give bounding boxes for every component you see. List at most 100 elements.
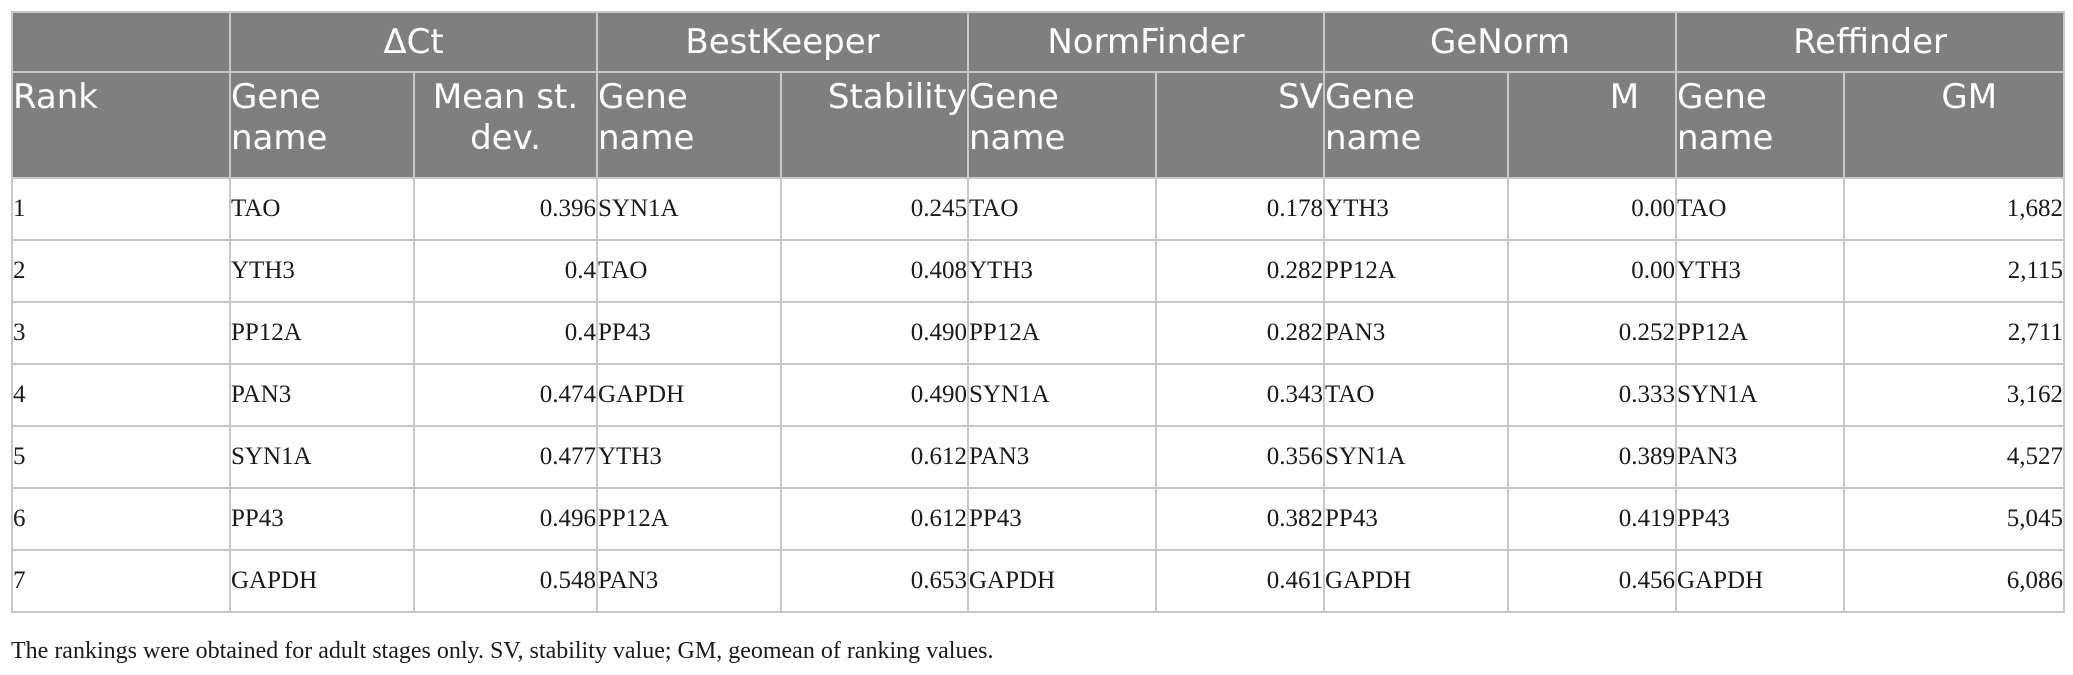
- rank-cell: 5: [11, 425, 231, 489]
- normfinder-gene-cell: SYN1A: [967, 363, 1157, 427]
- normfinder-value-cell: 0.382: [1154, 487, 1326, 551]
- genorm-value-cell: 0.456: [1507, 549, 1678, 613]
- normfinder-value-header: SV: [1154, 71, 1326, 179]
- corner-cell: [11, 11, 231, 73]
- genorm-gene-cell: GAPDH: [1323, 549, 1510, 613]
- ranking-table-container: ΔCt BestKeeper NormFinder GeNorm Reffind…: [11, 11, 2066, 613]
- table-footnote: The rankings were obtained for adult sta…: [11, 638, 994, 664]
- dct-gene-cell: TAO: [229, 177, 415, 241]
- reffinder-gene-cell: GAPDH: [1675, 549, 1846, 613]
- reffinder-value-header: GM: [1843, 71, 2066, 179]
- bestkeeper-gene-cell: GAPDH: [596, 363, 782, 427]
- group-header-reffinder: Reffinder: [1675, 11, 2066, 73]
- reffinder-value-cell: 1,682: [1843, 177, 2066, 241]
- normfinder-value-cell: 0.282: [1154, 239, 1326, 303]
- dct-gene-cell: PAN3: [229, 363, 415, 427]
- reffinder-gene-cell: PP43: [1675, 487, 1846, 551]
- genorm-gene-cell: PP43: [1323, 487, 1510, 551]
- bestkeeper-gene-cell: PP12A: [596, 487, 782, 551]
- genorm-value-cell: 0.00: [1507, 177, 1678, 241]
- dct-value-cell: 0.4: [413, 301, 598, 365]
- genorm-gene-header: Gene name: [1323, 71, 1510, 179]
- rank-cell: 3: [11, 301, 231, 365]
- bestkeeper-value-cell: 0.612: [780, 487, 969, 551]
- genorm-value-cell: 0.389: [1507, 425, 1678, 489]
- dct-value-cell: 0.4: [413, 239, 598, 303]
- dct-gene-cell: PP12A: [229, 301, 415, 365]
- dct-gene-cell: YTH3: [229, 239, 415, 303]
- dct-value-cell: 0.548: [413, 549, 598, 613]
- normfinder-value-cell: 0.356: [1154, 425, 1326, 489]
- rank-cell: 7: [11, 549, 231, 613]
- normfinder-gene-cell: YTH3: [967, 239, 1157, 303]
- normfinder-gene-cell: TAO: [967, 177, 1157, 241]
- bestkeeper-gene-cell: SYN1A: [596, 177, 782, 241]
- genorm-gene-cell: YTH3: [1323, 177, 1510, 241]
- group-header-dct: ΔCt: [229, 11, 598, 73]
- bestkeeper-gene-cell: PP43: [596, 301, 782, 365]
- genorm-gene-cell: TAO: [1323, 363, 1510, 427]
- table-row: 2 YTH3 0.4 TAO 0.408 YTH3 0.282 PP12A 0.…: [11, 239, 2066, 303]
- dct-value-header: Mean st. dev.: [413, 71, 598, 179]
- reffinder-value-cell: 2,115: [1843, 239, 2066, 303]
- reffinder-value-cell: 3,162: [1843, 363, 2066, 427]
- reffinder-gene-cell: PAN3: [1675, 425, 1846, 489]
- rank-cell: 4: [11, 363, 231, 427]
- normfinder-gene-cell: PP12A: [967, 301, 1157, 365]
- group-header-row: ΔCt BestKeeper NormFinder GeNorm Reffind…: [11, 11, 2066, 73]
- dct-gene-header: Gene name: [229, 71, 415, 179]
- reffinder-value-cell: 6,086: [1843, 549, 2066, 613]
- bestkeeper-value-cell: 0.612: [780, 425, 969, 489]
- reffinder-gene-cell: PP12A: [1675, 301, 1846, 365]
- group-header-genorm: GeNorm: [1323, 11, 1678, 73]
- dct-gene-cell: SYN1A: [229, 425, 415, 489]
- normfinder-gene-cell: GAPDH: [967, 549, 1157, 613]
- rank-header: Rank: [11, 71, 231, 179]
- bestkeeper-gene-cell: PAN3: [596, 549, 782, 613]
- bestkeeper-gene-cell: YTH3: [596, 425, 782, 489]
- dct-gene-cell: PP43: [229, 487, 415, 551]
- normfinder-gene-cell: PP43: [967, 487, 1157, 551]
- normfinder-value-cell: 0.461: [1154, 549, 1326, 613]
- bestkeeper-value-cell: 0.490: [780, 363, 969, 427]
- dct-value-cell: 0.396: [413, 177, 598, 241]
- normfinder-gene-cell: PAN3: [967, 425, 1157, 489]
- bestkeeper-value-cell: 0.408: [780, 239, 969, 303]
- rank-cell: 2: [11, 239, 231, 303]
- genorm-gene-cell: SYN1A: [1323, 425, 1510, 489]
- reference-gene-ranking-table: ΔCt BestKeeper NormFinder GeNorm Reffind…: [11, 11, 2066, 613]
- genorm-value-cell: 0.252: [1507, 301, 1678, 365]
- table-row: 4 PAN3 0.474 GAPDH 0.490 SYN1A 0.343 TAO…: [11, 363, 2066, 427]
- genorm-value-header: M: [1507, 71, 1678, 179]
- reffinder-gene-cell: YTH3: [1675, 239, 1846, 303]
- bestkeeper-gene-cell: TAO: [596, 239, 782, 303]
- table-row: 5 SYN1A 0.477 YTH3 0.612 PAN3 0.356 SYN1…: [11, 425, 2066, 489]
- normfinder-value-cell: 0.282: [1154, 301, 1326, 365]
- rank-cell: 1: [11, 177, 231, 241]
- dct-value-cell: 0.474: [413, 363, 598, 427]
- bestkeeper-value-cell: 0.490: [780, 301, 969, 365]
- column-header-row: Rank Gene name Mean st. dev. Gene name S…: [11, 71, 2066, 179]
- genorm-value-cell: 0.333: [1507, 363, 1678, 427]
- bestkeeper-value-cell: 0.245: [780, 177, 969, 241]
- genorm-gene-cell: PP12A: [1323, 239, 1510, 303]
- genorm-value-cell: 0.419: [1507, 487, 1678, 551]
- normfinder-value-cell: 0.178: [1154, 177, 1326, 241]
- table-row: 6 PP43 0.496 PP12A 0.612 PP43 0.382 PP43…: [11, 487, 2066, 551]
- dct-gene-cell: GAPDH: [229, 549, 415, 613]
- bestkeeper-value-cell: 0.653: [780, 549, 969, 613]
- dct-value-cell: 0.496: [413, 487, 598, 551]
- group-header-bestkeeper: BestKeeper: [596, 11, 969, 73]
- reffinder-value-cell: 5,045: [1843, 487, 2066, 551]
- bestkeeper-value-header: Stability: [780, 71, 969, 179]
- rank-cell: 6: [11, 487, 231, 551]
- table-row: 3 PP12A 0.4 PP43 0.490 PP12A 0.282 PAN3 …: [11, 301, 2066, 365]
- group-header-normfinder: NormFinder: [966, 11, 1326, 73]
- genorm-gene-cell: PAN3: [1323, 301, 1510, 365]
- normfinder-value-cell: 0.343: [1154, 363, 1326, 427]
- table-row: 1 TAO 0.396 SYN1A 0.245 TAO 0.178 YTH3 0…: [11, 177, 2066, 241]
- dct-value-cell: 0.477: [413, 425, 598, 489]
- reffinder-value-cell: 2,711: [1843, 301, 2066, 365]
- reffinder-gene-header: Gene name: [1675, 71, 1846, 179]
- reffinder-gene-cell: TAO: [1675, 177, 1846, 241]
